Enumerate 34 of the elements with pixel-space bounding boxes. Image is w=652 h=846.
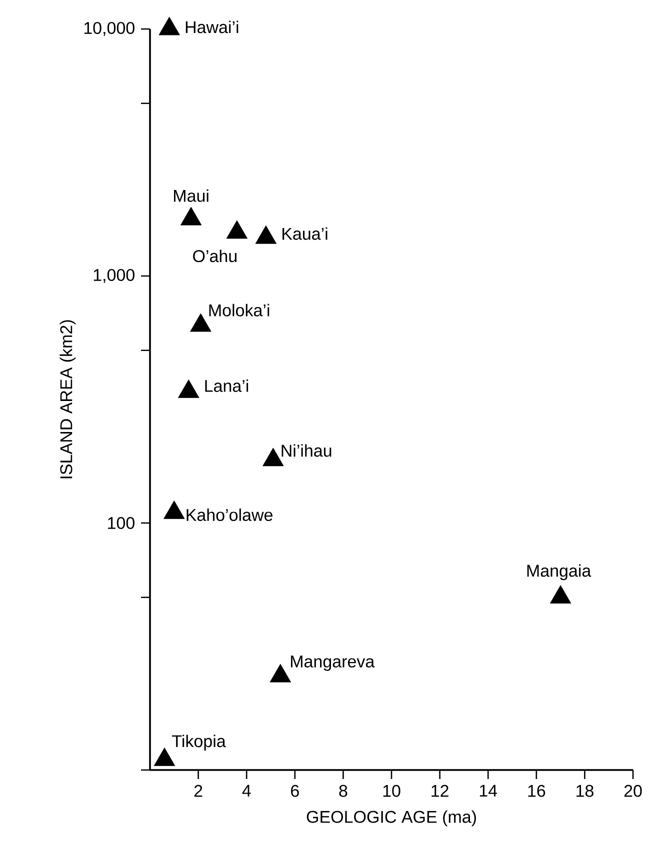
point <box>180 206 202 226</box>
x-tick-label: 6 <box>291 784 299 797</box>
y-tick-label: 100 <box>108 516 134 530</box>
y-tick-label: 10,000 <box>84 22 134 36</box>
x-tick-label: 2 <box>194 784 202 797</box>
x-tick-label: 12 <box>432 784 448 797</box>
series-label: Hawai’i <box>186 20 238 34</box>
series-label: Moloka’i <box>209 304 270 316</box>
y-axis-title: ISLAND AREA (km2) <box>60 320 76 478</box>
x-tick-label: 14 <box>480 784 498 797</box>
x-axis-title: GEOLOGIC AGE (ma) <box>306 810 476 826</box>
y-tick-label: 1,000 <box>94 268 134 284</box>
series-label: Maui <box>174 189 208 202</box>
point <box>164 500 185 519</box>
x-tick-label: 10 <box>383 784 400 797</box>
series-label: Ni’ihau <box>282 444 332 457</box>
x-tick-label: 18 <box>576 784 594 797</box>
point <box>550 585 572 604</box>
series-label: Tikopia <box>172 734 226 751</box>
point <box>158 16 180 36</box>
point <box>270 664 292 682</box>
x-tick-label: 20 <box>624 784 642 797</box>
point <box>226 220 248 239</box>
point <box>178 380 200 398</box>
point <box>255 225 277 244</box>
series-label: Kaua’i <box>282 227 328 240</box>
series-label: Mangaia <box>527 564 592 580</box>
series-label: Mangareva <box>291 656 375 671</box>
series-label: Lana’i <box>205 379 248 392</box>
x-tick-label: 16 <box>528 784 546 797</box>
series-label: O’ahu <box>193 250 236 262</box>
x-tick-label: 8 <box>339 784 348 797</box>
x-tick-label: 4 <box>242 784 251 797</box>
series-label: Kaho’olawe <box>186 508 272 522</box>
